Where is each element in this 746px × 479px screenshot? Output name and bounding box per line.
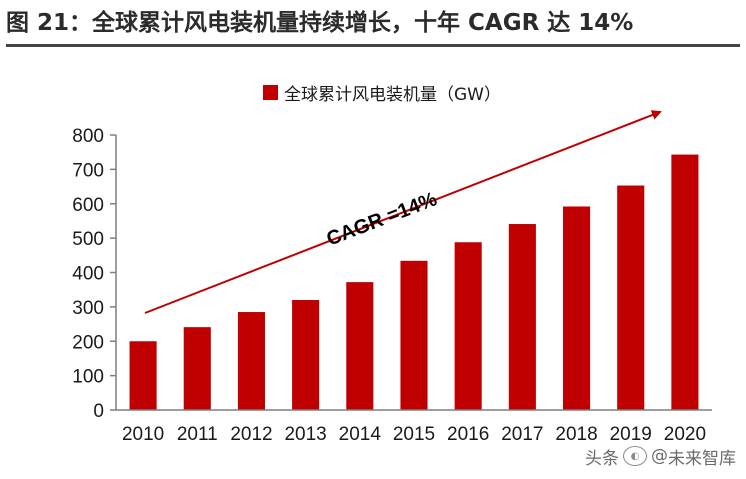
figure-title: 图 21：全球累计风电装机量持续增长，十年 CAGR 达 14% [6, 10, 634, 36]
x-tick-label: 2018 [555, 424, 597, 445]
wechat-logo-icon: ◐ [623, 446, 647, 466]
chart-legend: 全球累计风电装机量（GW） [263, 80, 501, 105]
bar-2011 [183, 327, 211, 410]
y-tick-label: 600 [72, 195, 104, 216]
x-tick-label: 2016 [447, 424, 489, 445]
bar-2010 [129, 341, 157, 410]
x-tick-label: 2011 [177, 424, 218, 445]
bar-2014 [346, 282, 374, 410]
bar-2017 [508, 224, 536, 410]
bar-2012 [237, 312, 265, 410]
bar-2015 [400, 260, 428, 410]
x-tick-label: 2017 [501, 424, 543, 445]
x-tick-label: 2020 [664, 424, 706, 445]
y-tick-label: 500 [72, 229, 104, 250]
bars [129, 154, 699, 410]
bar-2016 [454, 242, 482, 410]
watermark: 头条 ◐ @ 未来智库 [585, 442, 736, 470]
y-tick-label: 200 [72, 332, 104, 353]
cagr-trend-arrow [144, 110, 662, 314]
x-tick-label: 2015 [393, 424, 435, 445]
x-tick-label: 2012 [230, 424, 272, 445]
y-tick-label: 300 [72, 298, 104, 319]
x-tick-label: 2010 [122, 424, 164, 445]
x-axis: 2010 2011 2012 2013 2014 2015 2016 2017 2018 2019… [116, 409, 712, 445]
y-tick-label: 700 [72, 160, 104, 181]
cagr-annotation: CAGR =14% [324, 188, 441, 250]
x-tick-label: 2014 [339, 424, 382, 445]
title-underline [6, 44, 740, 47]
y-axis: 0 100 200 300 400 500 600 700 800 [72, 126, 117, 422]
y-tick-label: 0 [93, 401, 104, 422]
watermark-at: @ [651, 446, 668, 466]
x-tick-label: 2013 [284, 424, 326, 445]
bar-2018 [563, 206, 591, 410]
x-tick-label: 2019 [610, 424, 652, 445]
watermark-name: 未来智库 [668, 448, 736, 469]
y-tick-label: 400 [72, 264, 104, 285]
y-tick-label: 800 [72, 126, 104, 147]
bar-2013 [292, 300, 320, 410]
watermark-prefix: 头条 [585, 448, 619, 469]
bar-2019 [617, 185, 645, 410]
y-tick-label: 100 [72, 367, 104, 388]
bar-2020 [671, 154, 699, 410]
legend-label: 全球累计风电装机量（GW） [284, 84, 501, 105]
legend-swatch [263, 84, 278, 100]
